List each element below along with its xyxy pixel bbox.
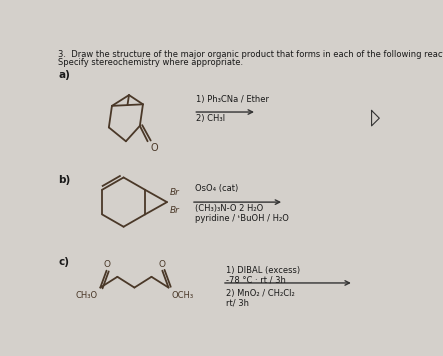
Text: (CH₃)₃N-O 2 H₂O: (CH₃)₃N-O 2 H₂O bbox=[195, 204, 263, 213]
Text: pyridine / ᵗBuOH / H₂O: pyridine / ᵗBuOH / H₂O bbox=[195, 214, 289, 222]
Text: Br: Br bbox=[169, 188, 179, 197]
Text: 1) DIBAL (excess): 1) DIBAL (excess) bbox=[226, 266, 300, 275]
Text: OsO₄ (cat): OsO₄ (cat) bbox=[195, 184, 238, 193]
Text: OCH₃: OCH₃ bbox=[171, 292, 194, 300]
Text: Specify stereochemistry where appropriate.: Specify stereochemistry where appropriat… bbox=[58, 58, 244, 67]
Text: 1) Ph₃CNa / Ether: 1) Ph₃CNa / Ether bbox=[196, 95, 269, 104]
Text: -78 °C · rt / 3h: -78 °C · rt / 3h bbox=[226, 275, 286, 284]
Text: 2) MnO₂ / CH₂Cl₂: 2) MnO₂ / CH₂Cl₂ bbox=[226, 289, 295, 298]
Text: rt/ 3h: rt/ 3h bbox=[226, 298, 249, 307]
Text: Br: Br bbox=[169, 206, 179, 215]
Text: 2) CH₃I: 2) CH₃I bbox=[196, 114, 225, 123]
Text: a): a) bbox=[58, 70, 70, 80]
Text: c): c) bbox=[58, 257, 70, 267]
Text: b): b) bbox=[58, 175, 71, 185]
Text: CH₃O: CH₃O bbox=[75, 292, 97, 300]
Text: O: O bbox=[151, 143, 158, 153]
Text: O: O bbox=[159, 260, 166, 269]
Text: 3.  Draw the structure of the major organic product that forms in each of the fo: 3. Draw the structure of the major organ… bbox=[58, 51, 443, 59]
Text: O: O bbox=[103, 260, 110, 269]
